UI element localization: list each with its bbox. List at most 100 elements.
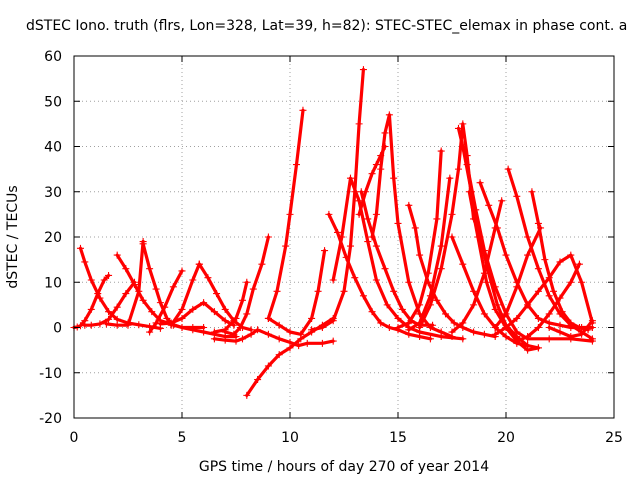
series-24-point-0	[405, 326, 413, 334]
x-tick-label-1: 5	[178, 430, 187, 446]
series-20-point-10	[437, 328, 445, 336]
series-22-point-1	[411, 224, 419, 232]
series-18-point-6	[383, 301, 391, 309]
series-10-point-5	[254, 326, 262, 334]
series-35-point-7	[567, 251, 575, 259]
series-31-point-5	[498, 197, 506, 205]
series-17-point-3	[340, 287, 348, 295]
series-35-point-3	[524, 301, 532, 309]
series-6-point-3	[169, 283, 177, 291]
series-9-point-3	[221, 305, 229, 313]
series-12-point-4	[243, 278, 251, 286]
series-25-point-1	[426, 301, 434, 309]
series-15-point-3	[297, 330, 305, 338]
series-5-point-1	[146, 265, 154, 273]
series-24-point-3	[437, 242, 445, 250]
series-35-point-1	[502, 324, 510, 331]
series-17-point-4	[346, 242, 354, 250]
series-layer	[70, 66, 596, 399]
series-4-point-2	[124, 321, 132, 329]
series-7-point-3	[189, 305, 197, 313]
series-10-point-2	[232, 337, 240, 345]
series-16-point-7	[385, 324, 393, 331]
series-33-point-0	[528, 188, 536, 196]
series-37-point-2	[567, 333, 575, 341]
series-2-point-2	[96, 320, 104, 328]
series-24	[405, 174, 454, 334]
series-20-point-7	[405, 278, 413, 286]
series-33-point-5	[567, 319, 575, 327]
series-31-point-2	[470, 301, 478, 309]
series-37-point-0	[545, 324, 553, 331]
series-36-point-3	[524, 251, 532, 259]
series-2-point-3	[105, 315, 113, 323]
series-29-point-5	[502, 333, 510, 341]
series-25-line	[418, 122, 476, 330]
series-22-point-0	[405, 201, 413, 209]
series-21	[355, 143, 389, 218]
series-34-point-4	[556, 294, 564, 302]
series-14-point-5	[299, 106, 307, 114]
series-1-point-0	[76, 244, 84, 252]
series-33-point-1	[534, 219, 542, 227]
series-17-point-0	[308, 326, 316, 334]
series-10	[210, 326, 337, 350]
series-2-point-4	[113, 303, 121, 311]
y-tick-label-3: 10	[44, 275, 62, 291]
series-34	[513, 260, 583, 345]
series-31-line	[450, 199, 504, 334]
series-15-point-0	[264, 314, 272, 322]
series-14-point-1	[273, 287, 281, 295]
series-16-point-11	[426, 335, 434, 343]
series-10-point-3	[238, 335, 246, 343]
series-33-point-3	[550, 287, 558, 295]
series-5-point-7	[189, 324, 197, 331]
series-21-line	[357, 144, 387, 216]
series-1-point-4	[105, 308, 113, 316]
series-5-point-3	[156, 299, 164, 307]
series-16-point-1	[334, 228, 342, 236]
series-21-point-0	[355, 210, 363, 218]
series-6-point-4	[178, 267, 186, 275]
series-18-point-4	[364, 238, 372, 246]
series-20	[368, 111, 456, 341]
series-11-point-2	[236, 324, 244, 331]
series-30-point-6	[534, 314, 542, 322]
y-tick-label-4: 20	[44, 230, 62, 246]
x-tick-label-4: 20	[497, 430, 515, 446]
series-13-point-0	[243, 391, 251, 399]
series-10-point-10	[303, 339, 311, 347]
series-8-line	[169, 262, 201, 327]
series-2	[81, 278, 138, 329]
series-2-point-0	[81, 321, 89, 329]
series-7-point-4	[200, 299, 208, 307]
series-19-point-5	[398, 305, 406, 313]
series-18-line	[331, 176, 465, 341]
series-3-point-3	[139, 296, 147, 304]
series-12-point-0	[210, 328, 218, 336]
series-37	[545, 317, 596, 341]
series-4	[102, 238, 147, 329]
series-28-point-0	[465, 188, 473, 196]
y-tick-label-1: -10	[39, 366, 62, 382]
series-25	[416, 120, 478, 331]
series-36-point-4	[537, 224, 545, 232]
series-17-point-2	[329, 317, 337, 325]
series-16-point-0	[325, 210, 333, 218]
series-11	[221, 233, 272, 338]
series-31-point-4	[491, 224, 499, 232]
series-22-point-8	[470, 328, 478, 336]
series-20-point-9	[426, 324, 434, 331]
series-11-point-6	[264, 233, 272, 241]
series-0-point-6	[100, 276, 108, 284]
series-31-point-1	[459, 319, 467, 327]
series-35-point-8	[578, 278, 586, 286]
series-35	[491, 251, 596, 338]
series-37-point-1	[556, 328, 564, 336]
series-9-point-0	[195, 260, 203, 268]
series-10-point-9	[295, 342, 303, 350]
series-3-point-2	[130, 281, 138, 289]
series-5-point-8	[200, 324, 208, 331]
series-21-point-5	[381, 143, 389, 150]
series-9-point-1	[204, 274, 212, 282]
